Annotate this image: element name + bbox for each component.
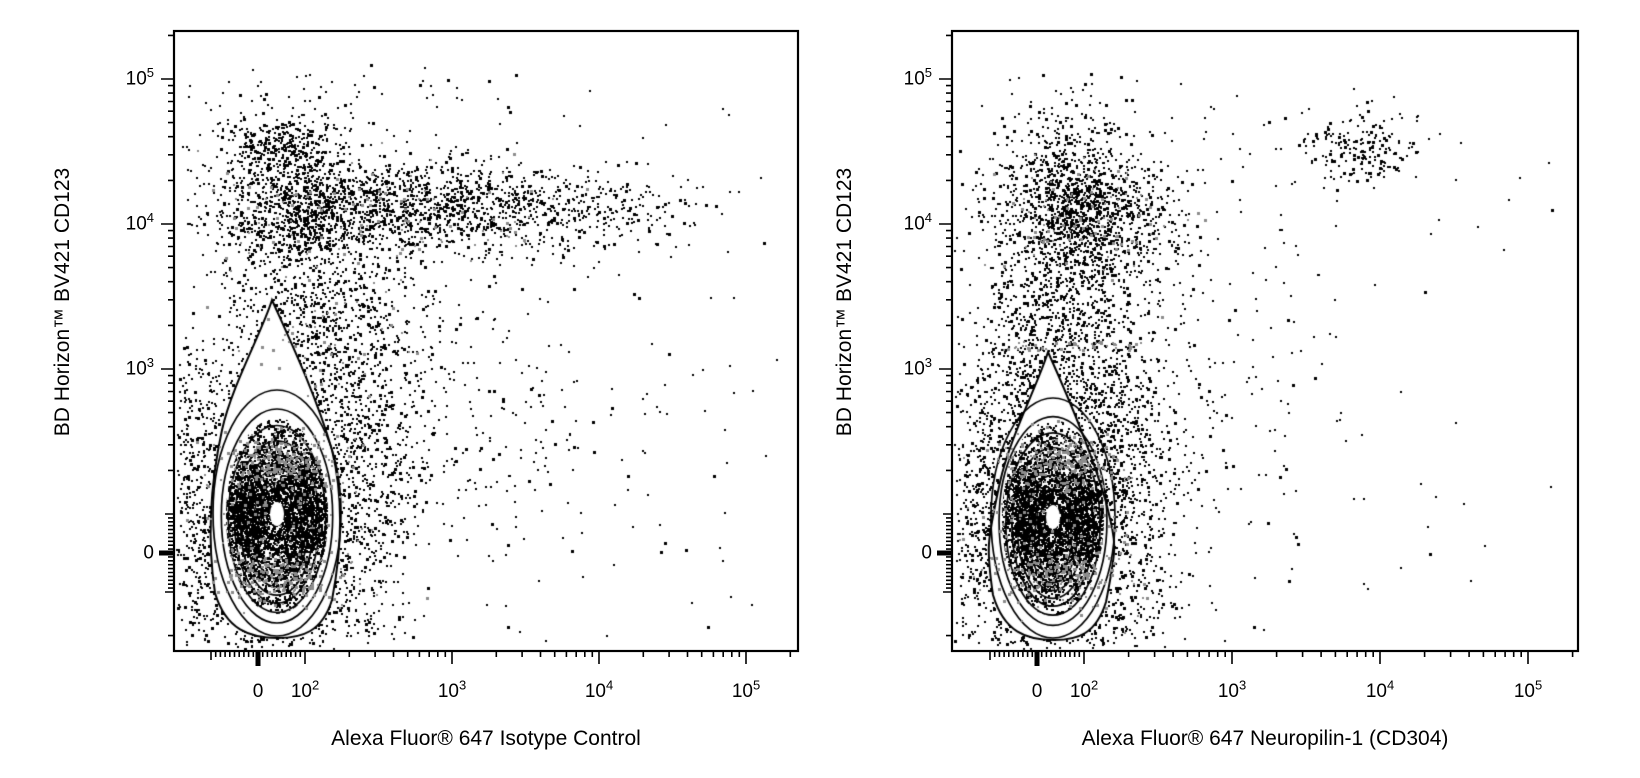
x-axis-title-neuropilin: Alexa Fluor® 647 Neuropilin-1 (CD304) [1081,727,1449,750]
y-tick-label: 104 [903,210,932,235]
x-tick-label: 104 [1365,677,1395,702]
x-tick-label: 103 [1217,677,1247,702]
y-tick-label: 0 [921,542,932,564]
x-zero-bold-tick [1034,651,1040,666]
y-tick-label: 0 [143,542,154,564]
x-tick-label: 0 [252,681,264,702]
x-zero-bold-tick [255,651,261,666]
x-tick-label: 105 [1513,677,1543,702]
y-tick-label: 104 [125,210,154,235]
x-tick-label: 104 [584,677,614,702]
x-tick-label: 102 [1069,677,1099,702]
x-tick-label: 102 [290,677,320,702]
x-tick-label: 105 [731,677,761,702]
y-zero-bold-tick [159,550,174,556]
y-tick-label: 103 [903,355,932,380]
x-axis-title-isotype: Alexa Fluor® 647 Isotype Control [331,727,641,750]
plot-frame [172,29,800,653]
y-tick-label: 105 [125,65,154,90]
y-tick-label: 103 [125,355,154,380]
axis-tick-marks [939,34,1574,664]
x-tick-label: 103 [437,677,467,702]
y-axis-title-left: BD Horizon™ BV421 CD123 [51,167,74,437]
axis-tick-marks [161,34,792,664]
y-tick-label: 105 [903,65,932,90]
x-tick-label: 0 [1031,681,1043,702]
y-axis-title-right: BD Horizon™ BV421 CD123 [833,167,856,437]
y-zero-bold-tick [937,550,952,556]
isotype-plot-axes [159,29,800,666]
plot-frame [950,29,1580,653]
neuropilin-plot-axes [937,29,1580,666]
